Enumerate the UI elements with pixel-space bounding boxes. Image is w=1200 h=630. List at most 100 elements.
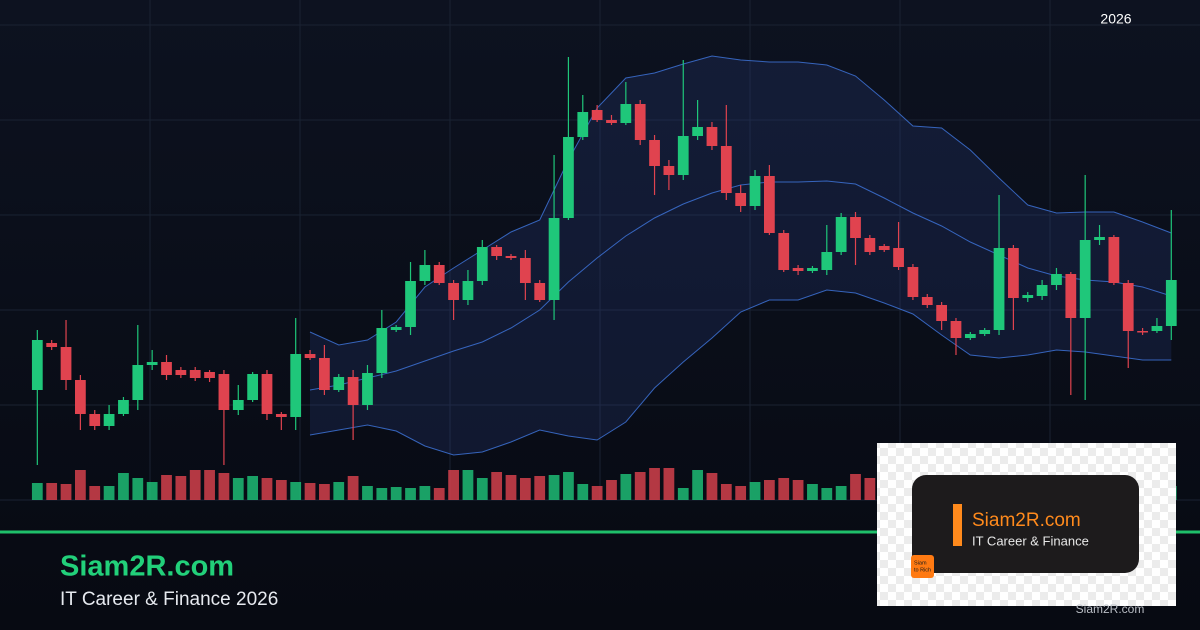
candle-body [1151, 326, 1163, 331]
candle-body [649, 140, 660, 166]
candle-body [491, 247, 503, 256]
candle-body [907, 267, 919, 297]
logo: Siam2R.com IT Career & Finance Siam to R… [877, 443, 1176, 616]
volume-bar [476, 478, 488, 500]
candle-body [1094, 237, 1105, 240]
volume-bar [60, 484, 72, 500]
candle-body [563, 137, 574, 218]
candle-body [936, 305, 948, 321]
candle-body [735, 193, 747, 206]
candle-body [218, 374, 230, 410]
candle-body [1051, 274, 1062, 285]
candle-body [534, 283, 546, 300]
candle-body [118, 400, 129, 414]
candle-body [1122, 283, 1134, 331]
brand-subtitle: IT Career & Finance 2026 [60, 589, 278, 610]
watermark: Siam2R.com [1076, 602, 1145, 616]
candle-body [419, 265, 431, 281]
volume-bar [505, 475, 517, 500]
volume-bar [735, 486, 747, 500]
volume-bar [161, 475, 172, 500]
volume-bar [835, 486, 847, 500]
candle-body [1008, 248, 1019, 298]
volume-bar [462, 470, 474, 500]
candle-body [577, 112, 589, 137]
candle-body [232, 400, 244, 410]
candle-body [1108, 237, 1120, 283]
candle-body [103, 414, 115, 426]
candle-body [720, 146, 732, 193]
volume-bar [448, 470, 459, 500]
candle-body [1022, 295, 1034, 298]
volume-bar [850, 474, 861, 500]
candle-body [89, 414, 101, 426]
volume-bar [46, 483, 58, 500]
candle-body [75, 380, 86, 414]
brand-title: Siam2R.com [60, 551, 234, 583]
volume-bar [534, 476, 546, 500]
volume-bar [218, 473, 230, 500]
candle-body [261, 374, 273, 414]
candle-body [31, 340, 43, 390]
candle-body [993, 248, 1005, 330]
volume-bar [146, 482, 158, 500]
volume-bar [118, 473, 129, 500]
logo-title: Siam2R.com [972, 510, 1081, 531]
candle-body [677, 136, 689, 175]
candle-body [979, 330, 991, 334]
candle-body [175, 370, 187, 375]
volume-bar [778, 478, 790, 500]
volume-bar [103, 486, 115, 500]
candle-body [275, 414, 287, 417]
candle-body [433, 265, 445, 283]
volume-bar [275, 480, 287, 500]
candle-body [448, 283, 459, 300]
volume-bar [376, 488, 388, 500]
volume-bar [792, 480, 804, 500]
candle-body [189, 370, 201, 378]
volume-bar [75, 470, 86, 500]
candle-body [1165, 280, 1177, 326]
candle-body [46, 343, 58, 347]
volume-bar [232, 478, 244, 500]
candle-body [390, 327, 402, 330]
volume-bar [132, 478, 144, 500]
volume-bar [649, 468, 660, 500]
candle-body [1065, 274, 1077, 318]
volume-bar [620, 474, 632, 500]
volume-bar [763, 480, 775, 500]
volume-bar [347, 476, 359, 500]
candle-body [1137, 331, 1148, 333]
candle-body [620, 104, 632, 123]
candle-body [893, 248, 904, 267]
volume-bar [864, 478, 876, 500]
candle-body [548, 218, 560, 300]
candle-body [807, 268, 818, 271]
candle-body [290, 354, 302, 417]
volume-bar [491, 472, 503, 500]
volume-bar [591, 486, 603, 500]
volume-bar [247, 476, 259, 500]
band-fill [310, 56, 1172, 455]
candle-body [749, 176, 761, 206]
year-label: 2026 [1100, 11, 1131, 27]
candle-body [505, 256, 517, 258]
volume-bar [319, 484, 330, 500]
candle-body [376, 328, 388, 373]
volume-bar [290, 482, 302, 500]
volume-bar [706, 473, 718, 500]
candle-body [132, 365, 144, 400]
logo-bar [953, 504, 962, 546]
candle-body [362, 373, 373, 405]
candle-body [146, 362, 158, 365]
candle-body [950, 321, 962, 338]
candle-body [864, 238, 876, 252]
volume-bar [807, 484, 818, 500]
volume-bar [519, 478, 531, 500]
candle-body [161, 362, 172, 375]
volume-bar [548, 475, 560, 500]
candle-body [692, 127, 703, 136]
volume-bar [577, 484, 589, 500]
volume-bar [634, 472, 646, 500]
